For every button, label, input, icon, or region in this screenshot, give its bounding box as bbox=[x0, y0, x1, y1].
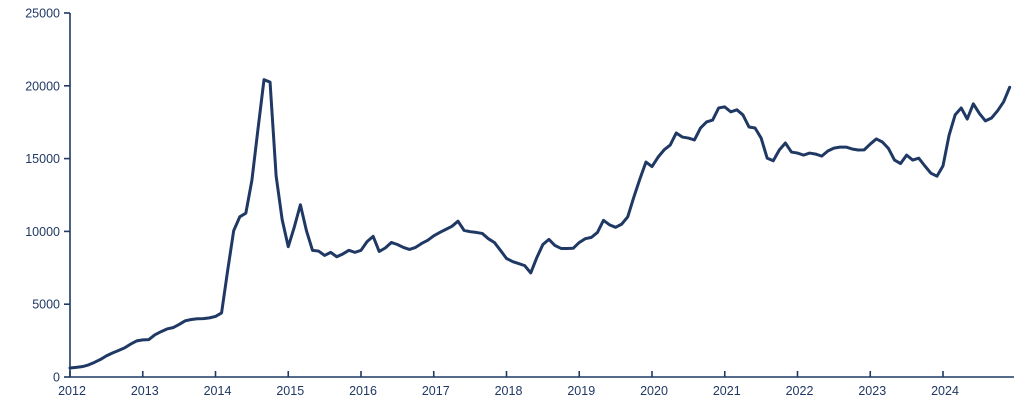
y-axis-labels: 0 5000 10000 15000 20000 25000 bbox=[25, 7, 60, 385]
y-tick-label: 15000 bbox=[25, 152, 60, 166]
x-tick-label: 2012 bbox=[58, 384, 86, 398]
series-line bbox=[68, 78, 1012, 370]
x-tick-label: 2024 bbox=[931, 384, 959, 398]
x-tick-label: 2016 bbox=[349, 384, 377, 398]
x-tick-label: 2018 bbox=[495, 384, 523, 398]
x-tick-label: 2015 bbox=[276, 384, 304, 398]
y-tick-label: 25000 bbox=[25, 7, 60, 21]
x-axis-labels: 2012 2013 2014 2015 2016 2017 2018 2019 2020 2021… bbox=[58, 384, 959, 398]
x-tick-label: 2020 bbox=[640, 384, 668, 398]
x-tick-label: 2017 bbox=[422, 384, 450, 398]
axis-ticks bbox=[64, 12, 944, 378]
x-tick-label: 2013 bbox=[131, 384, 159, 398]
x-tick-label: 2023 bbox=[858, 384, 886, 398]
x-tick-label: 2019 bbox=[567, 384, 595, 398]
x-tick-label: 2022 bbox=[786, 384, 814, 398]
y-tick-label: 10000 bbox=[25, 225, 60, 239]
y-tick-label: 0 bbox=[53, 371, 60, 385]
x-tick-label: 2021 bbox=[713, 384, 741, 398]
y-tick-label: 5000 bbox=[32, 298, 60, 312]
y-tick-label: 20000 bbox=[25, 79, 60, 93]
x-tick-label: 2014 bbox=[204, 384, 232, 398]
